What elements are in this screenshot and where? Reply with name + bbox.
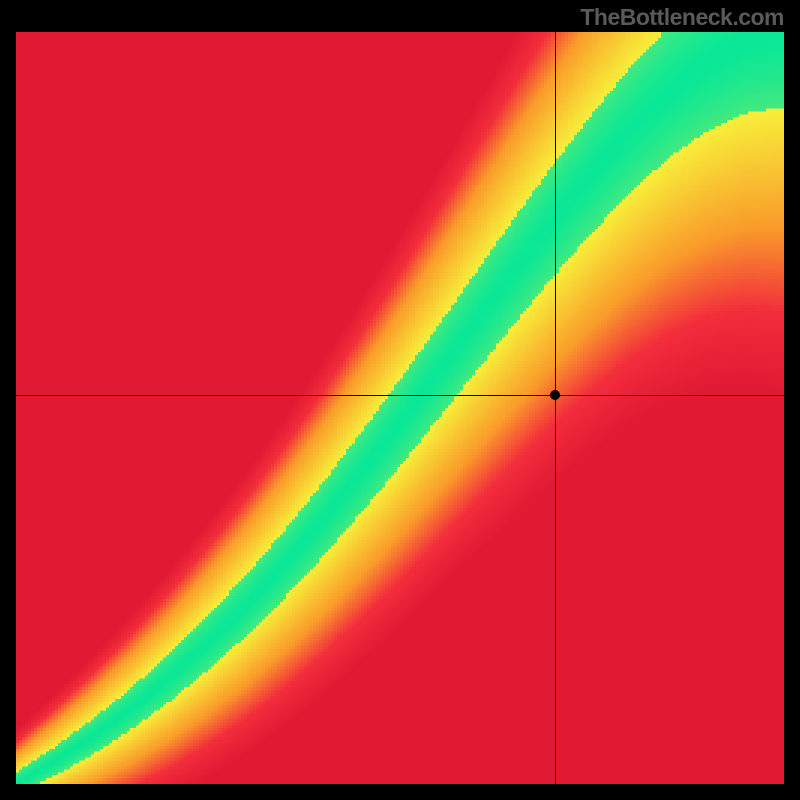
- plot-area: [16, 32, 784, 784]
- crosshair-marker: [550, 390, 560, 400]
- watermark: TheBottleneck.com: [580, 4, 784, 31]
- chart-container: TheBottleneck.com: [0, 0, 800, 800]
- heatmap-canvas: [16, 32, 784, 784]
- crosshair-horizontal: [16, 395, 784, 396]
- crosshair-vertical: [555, 32, 556, 784]
